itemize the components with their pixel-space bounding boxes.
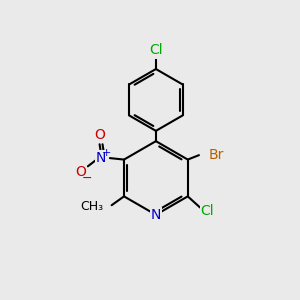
Text: +: +: [102, 148, 112, 158]
Text: CH₃: CH₃: [80, 200, 104, 213]
Text: Cl: Cl: [201, 204, 214, 218]
Text: N: N: [96, 151, 106, 165]
Text: O: O: [94, 128, 105, 142]
Text: O: O: [75, 165, 86, 179]
Text: Cl: Cl: [149, 44, 163, 58]
Text: −: −: [82, 172, 92, 184]
Text: N: N: [151, 208, 161, 222]
Text: Br: Br: [208, 148, 224, 162]
